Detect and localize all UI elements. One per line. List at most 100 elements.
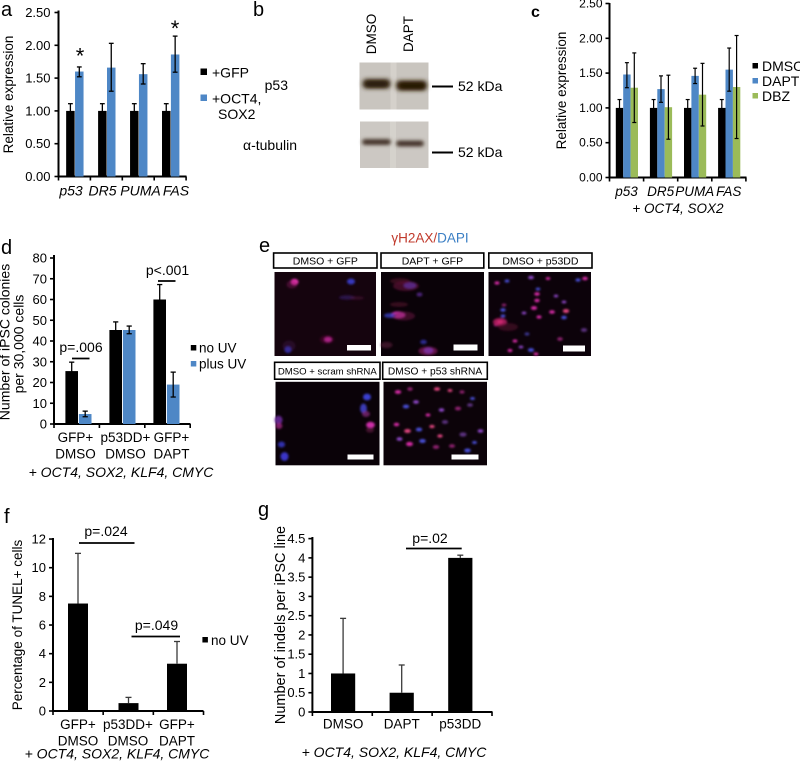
svg-text:DMSO: DMSO bbox=[55, 447, 96, 462]
svg-text:DAPT + GFP: DAPT + GFP bbox=[402, 255, 463, 267]
svg-text:per 30,000 cells: per 30,000 cells bbox=[11, 295, 27, 394]
svg-text:52 kDa: 52 kDa bbox=[458, 144, 503, 160]
svg-text:γH2AX/DAPI: γH2AX/DAPI bbox=[391, 231, 468, 246]
svg-text:p=.006: p=.006 bbox=[59, 339, 102, 355]
svg-text:p53DD+: p53DD+ bbox=[103, 717, 153, 732]
svg-text:+ OCT4, SOX2, KLF4, CMYC: + OCT4, SOX2, KLF4, CMYC bbox=[25, 746, 211, 762]
svg-text:2.5: 2.5 bbox=[287, 608, 305, 623]
svg-text:0.00: 0.00 bbox=[579, 171, 603, 185]
svg-text:no UV: no UV bbox=[211, 633, 249, 648]
svg-text:2.00: 2.00 bbox=[25, 38, 50, 53]
svg-text:0.5: 0.5 bbox=[287, 685, 305, 700]
svg-text:+GFP: +GFP bbox=[212, 65, 249, 81]
svg-text:8: 8 bbox=[39, 589, 46, 604]
svg-text:e: e bbox=[259, 235, 270, 257]
svg-text:0.50: 0.50 bbox=[25, 136, 50, 151]
svg-text:0: 0 bbox=[40, 417, 47, 432]
svg-text:DAPT: DAPT bbox=[159, 734, 195, 749]
svg-text:GFP+: GFP+ bbox=[159, 717, 195, 732]
svg-text:0: 0 bbox=[298, 705, 305, 720]
svg-text:DMSO: DMSO bbox=[105, 447, 146, 462]
svg-text:0: 0 bbox=[39, 704, 46, 719]
svg-text:c: c bbox=[531, 4, 540, 21]
svg-text:2: 2 bbox=[298, 627, 305, 642]
svg-text:Relative expression: Relative expression bbox=[554, 32, 569, 150]
svg-text:FAS: FAS bbox=[716, 184, 741, 199]
svg-text:PUMA: PUMA bbox=[675, 184, 714, 199]
svg-text:DMSO: DMSO bbox=[364, 14, 379, 55]
svg-text:a: a bbox=[1, 0, 13, 21]
svg-text:DAPT: DAPT bbox=[153, 447, 189, 462]
svg-text:DMSO: DMSO bbox=[323, 717, 364, 732]
svg-text:DAPT: DAPT bbox=[401, 16, 416, 52]
svg-text:1.50: 1.50 bbox=[25, 71, 50, 86]
svg-text:0.50: 0.50 bbox=[579, 136, 603, 150]
svg-text:p53: p53 bbox=[614, 184, 638, 199]
svg-text:10: 10 bbox=[32, 560, 46, 575]
svg-text:0.00: 0.00 bbox=[25, 169, 50, 184]
svg-text:DR5: DR5 bbox=[647, 184, 674, 199]
svg-text:p53DD+: p53DD+ bbox=[101, 430, 151, 445]
svg-text:60: 60 bbox=[33, 292, 47, 307]
svg-text:40: 40 bbox=[33, 334, 47, 349]
svg-text:Number of indels per iPSC line: Number of indels per iPSC line bbox=[273, 526, 289, 724]
svg-text:DMSO + scram shRNA: DMSO + scram shRNA bbox=[278, 367, 377, 378]
svg-text:20: 20 bbox=[33, 375, 47, 390]
svg-text:1: 1 bbox=[298, 666, 305, 681]
svg-text:GFP+: GFP+ bbox=[60, 717, 96, 732]
svg-text:DMSO: DMSO bbox=[762, 58, 800, 74]
svg-text:PUMA: PUMA bbox=[120, 183, 160, 199]
svg-text:4: 4 bbox=[39, 646, 46, 661]
svg-text:α-tubulin: α-tubulin bbox=[243, 137, 297, 153]
svg-text:d: d bbox=[1, 237, 12, 259]
svg-text:2.50: 2.50 bbox=[25, 5, 50, 20]
svg-text:DMSO + p53 shRNA: DMSO + p53 shRNA bbox=[388, 367, 482, 378]
svg-text:10: 10 bbox=[33, 396, 47, 411]
svg-text:DMSO + p53DD: DMSO + p53DD bbox=[502, 255, 579, 267]
svg-text:p=.02: p=.02 bbox=[412, 530, 448, 546]
svg-text:3.5: 3.5 bbox=[287, 570, 305, 585]
svg-text:+ OCT4, SOX2, KLF4, CMYC: + OCT4, SOX2, KLF4, CMYC bbox=[302, 744, 488, 760]
svg-text:30: 30 bbox=[33, 354, 47, 369]
svg-text:Relative expression: Relative expression bbox=[1, 36, 16, 154]
svg-text:1.50: 1.50 bbox=[579, 66, 603, 80]
svg-text:p=.049: p=.049 bbox=[135, 617, 178, 633]
svg-text:g: g bbox=[258, 499, 269, 521]
svg-text:DBZ: DBZ bbox=[762, 88, 790, 104]
svg-text:4: 4 bbox=[298, 550, 305, 565]
svg-text:DR5: DR5 bbox=[88, 183, 116, 199]
svg-text:DAPT: DAPT bbox=[384, 717, 420, 732]
svg-text:4.5: 4.5 bbox=[287, 531, 305, 546]
svg-text:*: * bbox=[76, 44, 85, 69]
svg-text:GFP+: GFP+ bbox=[154, 430, 190, 445]
svg-text:*: * bbox=[171, 16, 180, 41]
svg-text:p=.024: p=.024 bbox=[84, 523, 127, 539]
svg-text:DMSO: DMSO bbox=[108, 734, 149, 749]
svg-text:1.00: 1.00 bbox=[25, 103, 50, 118]
svg-text:80: 80 bbox=[33, 251, 47, 266]
svg-text:6: 6 bbox=[39, 618, 46, 633]
svg-text:2.50: 2.50 bbox=[579, 0, 603, 11]
svg-text:52 kDa: 52 kDa bbox=[458, 78, 503, 94]
svg-text:+ OCT4, SOX2: + OCT4, SOX2 bbox=[632, 201, 724, 216]
svg-text:DAPT: DAPT bbox=[762, 73, 800, 89]
svg-text:f: f bbox=[4, 506, 10, 528]
svg-text:p53DD: p53DD bbox=[439, 717, 481, 732]
svg-text:plus UV: plus UV bbox=[199, 357, 246, 372]
svg-text:Number of iPSC colonies: Number of iPSC colonies bbox=[0, 264, 13, 420]
svg-text:no UV: no UV bbox=[199, 341, 237, 356]
svg-text:DMSO: DMSO bbox=[58, 734, 99, 749]
svg-text:p53: p53 bbox=[265, 77, 289, 93]
svg-text:Percentage of TUNEL+ cells: Percentage of TUNEL+ cells bbox=[10, 540, 25, 711]
svg-text:DMSO + GFP: DMSO + GFP bbox=[293, 255, 358, 267]
svg-text:2.00: 2.00 bbox=[579, 31, 603, 45]
svg-text:3: 3 bbox=[298, 589, 305, 604]
svg-text:p<.001: p<.001 bbox=[146, 262, 189, 278]
svg-text:1.5: 1.5 bbox=[287, 647, 305, 662]
svg-text:50: 50 bbox=[33, 313, 47, 328]
svg-text:12: 12 bbox=[32, 532, 46, 547]
svg-text:p53: p53 bbox=[58, 183, 83, 199]
svg-text:1.00: 1.00 bbox=[579, 101, 603, 115]
svg-text:b: b bbox=[253, 0, 264, 21]
svg-text:2: 2 bbox=[39, 675, 46, 690]
